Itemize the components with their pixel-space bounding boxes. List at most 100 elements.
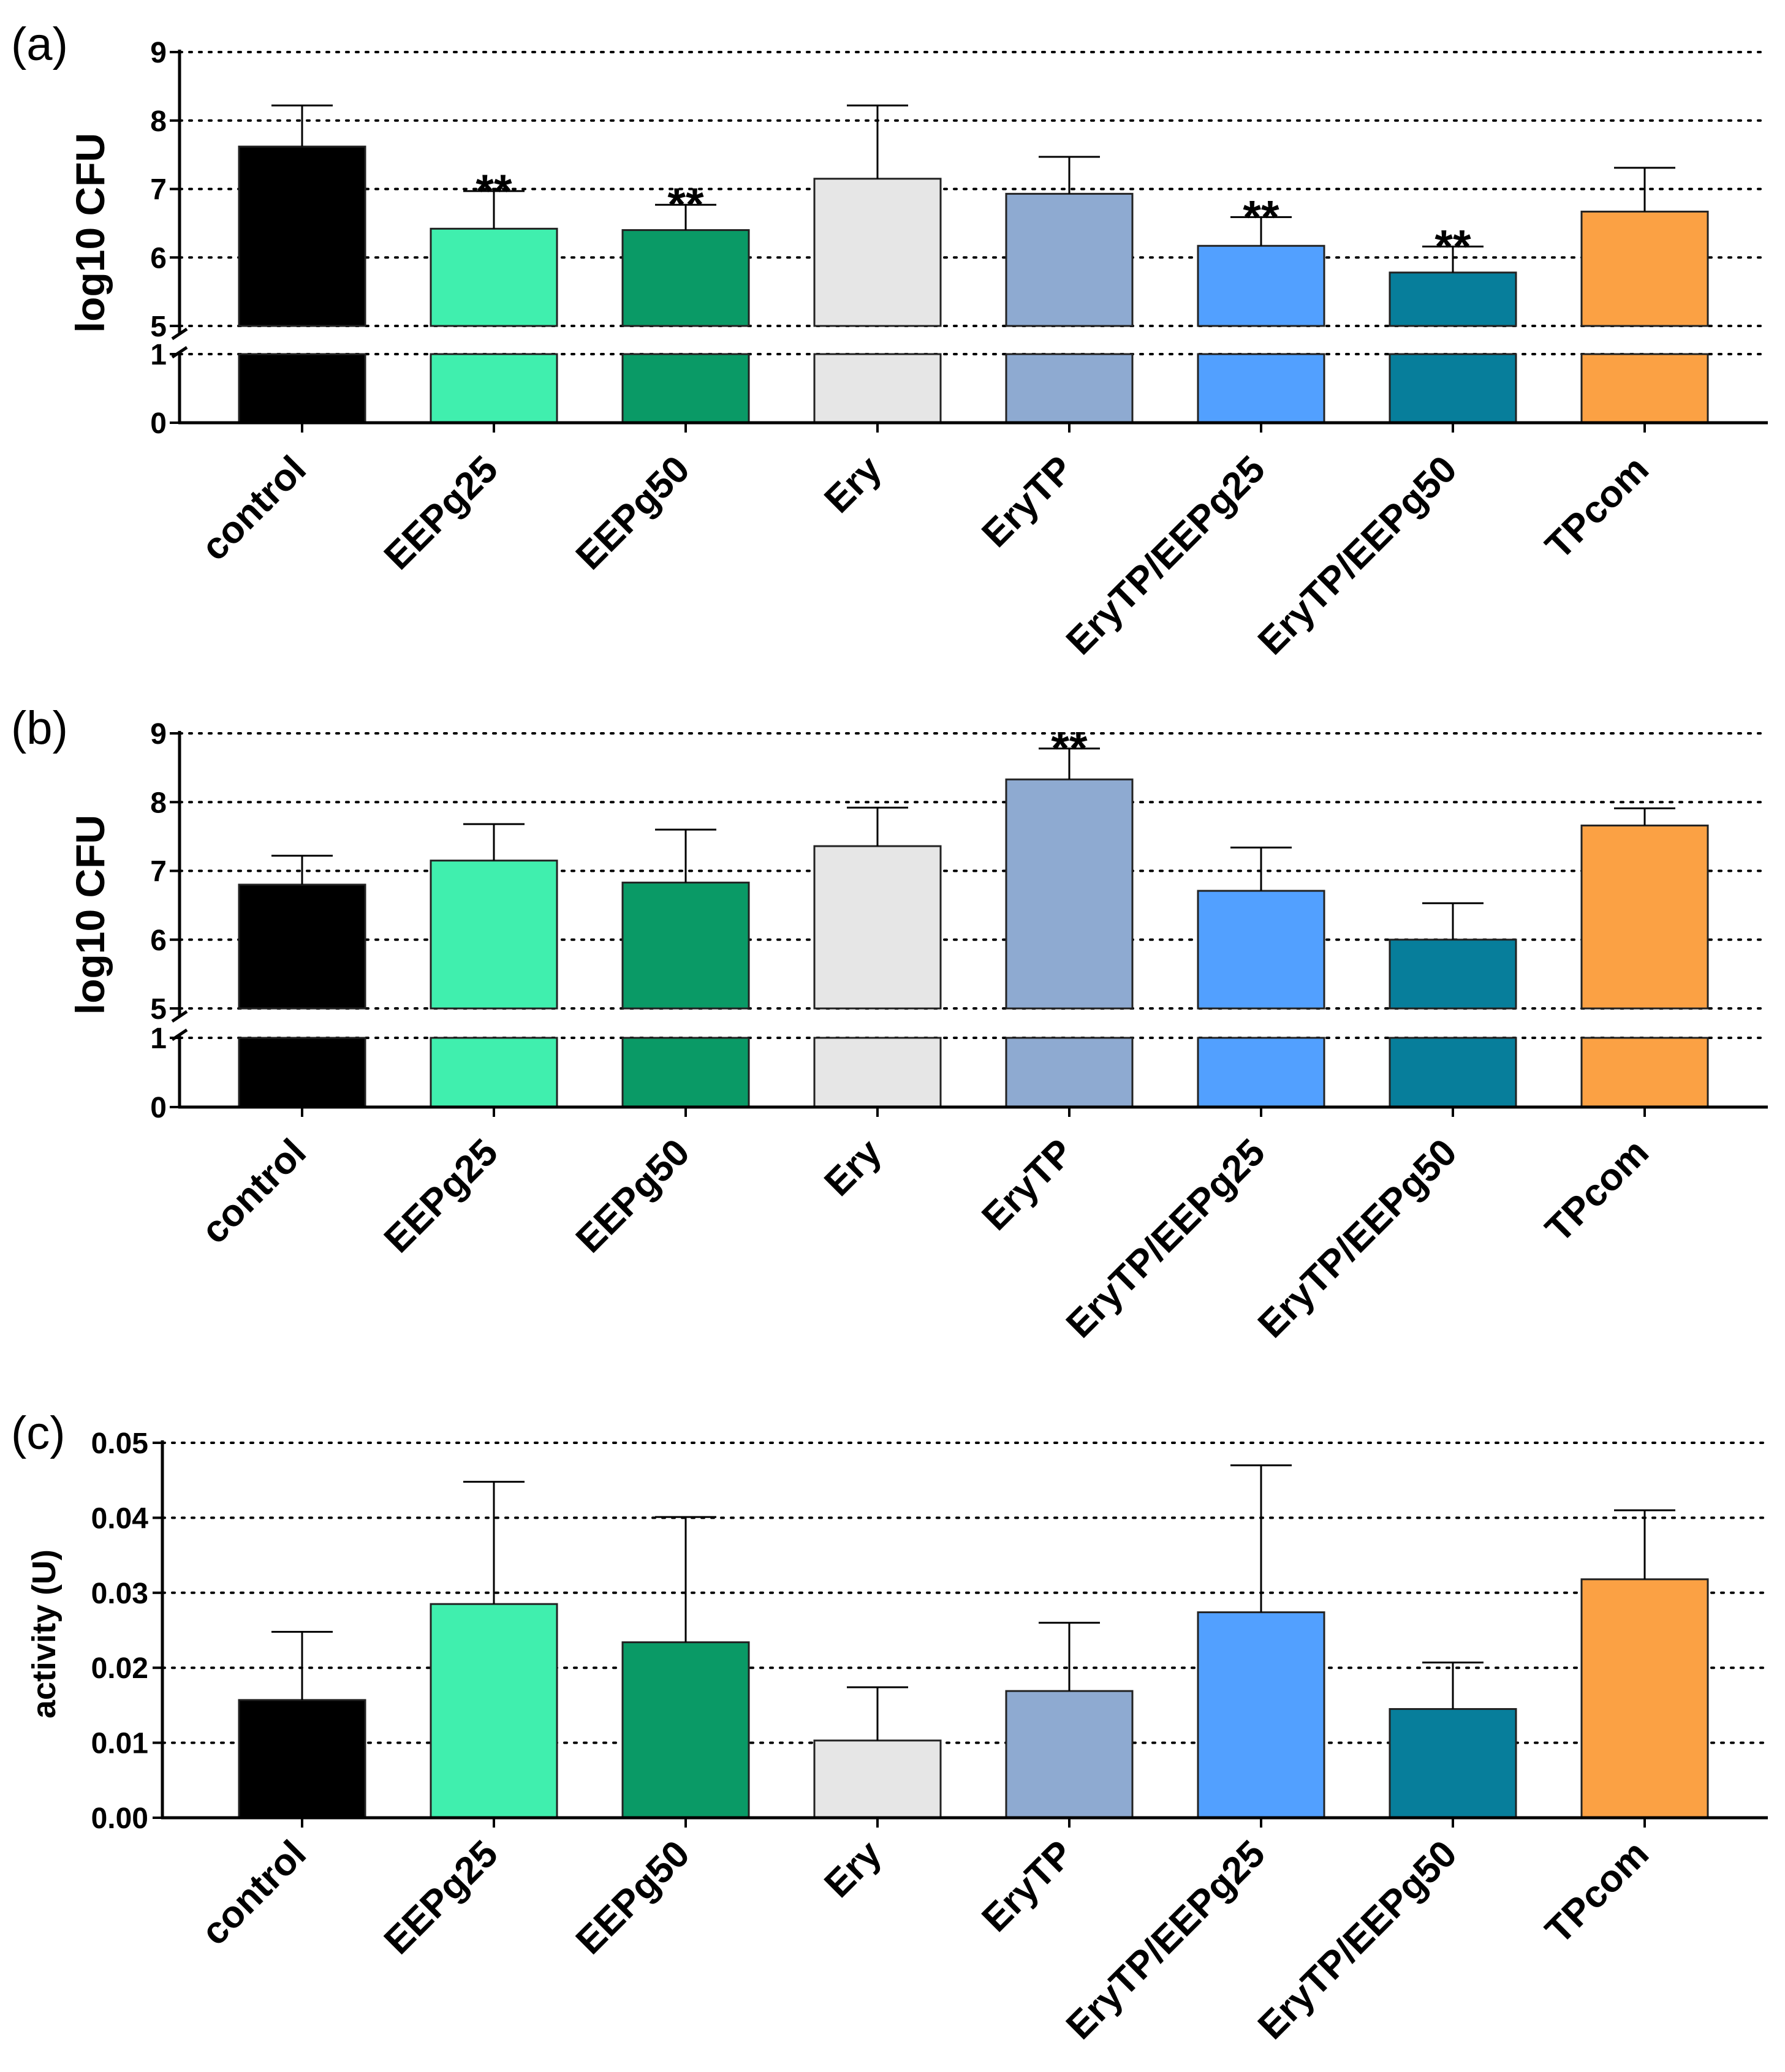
bar — [1389, 271, 1517, 327]
category-label: EryTP — [974, 1832, 1082, 1940]
category-label: control — [194, 1832, 314, 1953]
significance-label: ** — [476, 165, 512, 217]
y-tick-label: 0.00 — [91, 1802, 148, 1835]
bar-lower-segment — [813, 353, 942, 424]
bar-lower-segment — [238, 353, 366, 424]
significance-label: ** — [1243, 191, 1279, 243]
chart-panel-c: (c) activity (U) control EEPg25 EEPg50 Ery Ery… — [11, 1407, 1769, 2047]
bar-lower-segment — [1389, 1037, 1517, 1108]
y-tick-label: 5 — [150, 993, 167, 1026]
category-label: EEPg50 — [568, 1832, 698, 1962]
significance-label: ** — [1051, 723, 1088, 775]
bar — [430, 860, 558, 1010]
category-label: EryTP/EEPg25 — [1058, 1131, 1273, 1346]
significance-label: ** — [1434, 221, 1471, 273]
bar-lower-segment — [1005, 353, 1134, 424]
bar-lower-segment — [1580, 353, 1709, 424]
bar — [430, 227, 558, 327]
bar-lower-segment — [1197, 1037, 1325, 1108]
bar-lower-segment — [1580, 1037, 1709, 1108]
bar — [813, 845, 942, 1010]
y-tick-label: 0.05 — [91, 1427, 148, 1460]
bar — [621, 1641, 750, 1819]
category-label: Ery — [816, 1832, 890, 1906]
category-label: EEPg25 — [376, 1131, 506, 1261]
bar — [1005, 192, 1134, 327]
category-label: control — [194, 448, 314, 569]
y-tick-label: 9 — [150, 718, 167, 751]
y-tick-label: 0.02 — [91, 1652, 148, 1685]
y-tick-label: 5 — [150, 311, 167, 343]
category-label: EryTP/EEPg25 — [1058, 448, 1273, 663]
y-axis-label: log10 CFU — [67, 815, 113, 1015]
bar-lower-segment — [1389, 353, 1517, 424]
category-label: EryTP/EEPg50 — [1250, 1131, 1465, 1346]
y-tick-label: 6 — [150, 924, 167, 957]
panel-label: (a) — [11, 18, 68, 70]
bar-lower-segment — [1005, 1037, 1134, 1108]
category-label: Ery — [816, 448, 890, 521]
chart-panel-a: (a) log10 CFU control ** EEPg25 ** EEPg50 Ery Er… — [11, 18, 1769, 663]
category-label: EEPg50 — [568, 448, 698, 578]
y-tick-label: 7 — [150, 856, 167, 888]
panel-label: (c) — [11, 1407, 66, 1459]
y-tick-label: 0.04 — [91, 1502, 149, 1535]
bar — [1389, 939, 1517, 1010]
y-tick-label: 0.03 — [91, 1578, 148, 1610]
bar — [430, 1603, 558, 1819]
category-label: EEPg25 — [376, 1832, 506, 1962]
bar — [1580, 210, 1709, 327]
axis-break-mark — [171, 1010, 188, 1023]
category-label: EryTP — [974, 448, 1082, 556]
bar — [1197, 244, 1325, 327]
bar — [813, 178, 942, 327]
axis-break-mark — [171, 327, 188, 341]
category-label: EryTP/EEPg50 — [1250, 1832, 1465, 2047]
bar — [1580, 824, 1709, 1010]
bar — [1005, 1690, 1134, 1819]
bar-lower-segment — [813, 1037, 942, 1108]
category-label: TPcom — [1537, 448, 1657, 567]
bar — [621, 229, 750, 327]
category-label: EryTP/EEPg25 — [1058, 1832, 1273, 2047]
y-tick-label: 1 — [150, 339, 167, 371]
bar-lower-segment — [621, 1037, 750, 1108]
category-label: control — [194, 1131, 314, 1252]
category-label: TPcom — [1537, 1131, 1657, 1250]
bar — [238, 145, 366, 327]
axis-break-mark — [171, 346, 188, 359]
bar — [238, 883, 366, 1010]
bar — [238, 1699, 366, 1819]
bar — [1580, 1578, 1709, 1819]
y-tick-label: 7 — [150, 174, 167, 206]
y-tick-label: 0 — [150, 1092, 167, 1124]
y-tick-label: 9 — [150, 37, 167, 69]
category-label: EryTP/EEPg50 — [1250, 448, 1465, 663]
category-label: EEPg25 — [376, 448, 506, 578]
category-label: Ery — [816, 1131, 890, 1204]
y-tick-label: 0 — [150, 407, 167, 440]
chart-panel-b: (b) log10 CFU control EEPg25 EEPg50 Ery ** EryT… — [11, 702, 1769, 1346]
panel-label: (b) — [11, 702, 68, 754]
bar — [621, 882, 750, 1010]
bar-lower-segment — [430, 353, 558, 424]
significance-label: ** — [667, 179, 704, 231]
bar-lower-segment — [1197, 353, 1325, 424]
category-label: EryTP — [974, 1131, 1082, 1239]
bar — [1197, 890, 1325, 1010]
bar — [1389, 1708, 1517, 1819]
bar — [813, 1739, 942, 1819]
y-tick-label: 8 — [150, 105, 167, 138]
y-tick-label: 0.01 — [91, 1728, 148, 1760]
category-label: EEPg50 — [568, 1131, 698, 1261]
category-label: TPcom — [1537, 1832, 1657, 1952]
y-axis-label: log10 CFU — [67, 133, 113, 333]
y-axis-label: activity (U) — [26, 1549, 63, 1718]
bar — [1197, 1611, 1325, 1819]
y-tick-label: 1 — [150, 1023, 167, 1055]
bar-lower-segment — [621, 353, 750, 424]
bar — [1005, 778, 1134, 1010]
bar-lower-segment — [238, 1037, 366, 1108]
bar-lower-segment — [430, 1037, 558, 1108]
y-tick-label: 6 — [150, 242, 167, 274]
